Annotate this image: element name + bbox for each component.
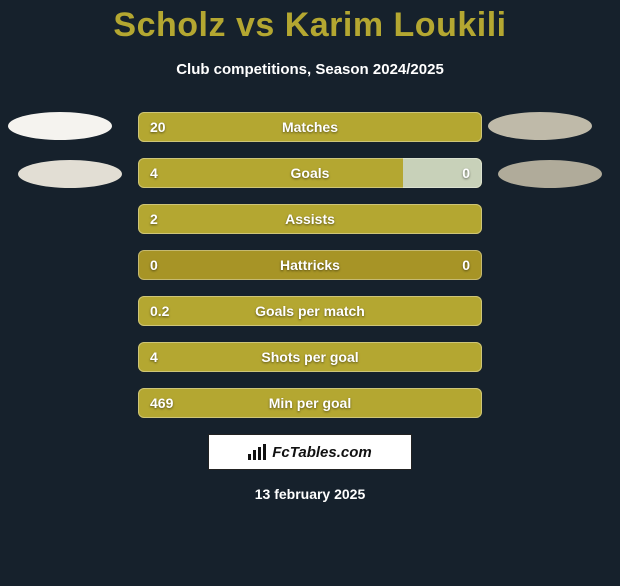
stat-value-left: 0 — [150, 257, 158, 273]
chart-icon — [248, 444, 266, 460]
stat-label: Shots per goal — [261, 349, 358, 365]
title-player2: Karim Loukili — [285, 6, 507, 44]
source-badge: FcTables.com — [208, 434, 412, 470]
stat-label: Assists — [285, 211, 335, 227]
page-title: Scholz vs Karim Loukili — [0, 6, 620, 45]
stat-label: Goals — [291, 165, 330, 181]
stat-label: Matches — [282, 119, 338, 135]
stat-value-left: 4 — [150, 165, 158, 181]
stat-row: 4 0 Goals — [138, 158, 482, 188]
date-label: 13 february 2025 — [0, 486, 620, 502]
title-vs: vs — [236, 6, 275, 44]
comparison-chart: 20 Matches 4 0 Goals 2 Assists 0 0 Hattricks 0.2 Go… — [0, 112, 620, 418]
stat-fill-left — [138, 158, 403, 188]
decorative-oval — [488, 112, 592, 140]
stat-value-left: 20 — [150, 119, 166, 135]
stat-value-right: 0 — [462, 257, 470, 273]
stat-label: Hattricks — [280, 257, 340, 273]
stat-row: 469 Min per goal — [138, 388, 482, 418]
source-badge-text: FcTables.com — [272, 444, 371, 461]
stat-label: Goals per match — [255, 303, 365, 319]
stat-row: 2 Assists — [138, 204, 482, 234]
stat-row: 4 Shots per goal — [138, 342, 482, 372]
stat-label: Min per goal — [269, 395, 351, 411]
stat-bars: 20 Matches 4 0 Goals 2 Assists 0 0 Hattricks 0.2 Go… — [138, 112, 482, 418]
stat-value-left: 469 — [150, 395, 173, 411]
decorative-oval — [498, 160, 602, 188]
stat-value-left: 4 — [150, 349, 158, 365]
stat-row: 0.2 Goals per match — [138, 296, 482, 326]
decorative-oval — [18, 160, 122, 188]
title-player1: Scholz — [113, 6, 226, 44]
stat-value-left: 2 — [150, 211, 158, 227]
stat-row: 0 0 Hattricks — [138, 250, 482, 280]
decorative-oval — [8, 112, 112, 140]
stat-value-right: 0 — [462, 165, 470, 181]
stat-row: 20 Matches — [138, 112, 482, 142]
stat-value-left: 0.2 — [150, 303, 169, 319]
subtitle: Club competitions, Season 2024/2025 — [0, 61, 620, 78]
